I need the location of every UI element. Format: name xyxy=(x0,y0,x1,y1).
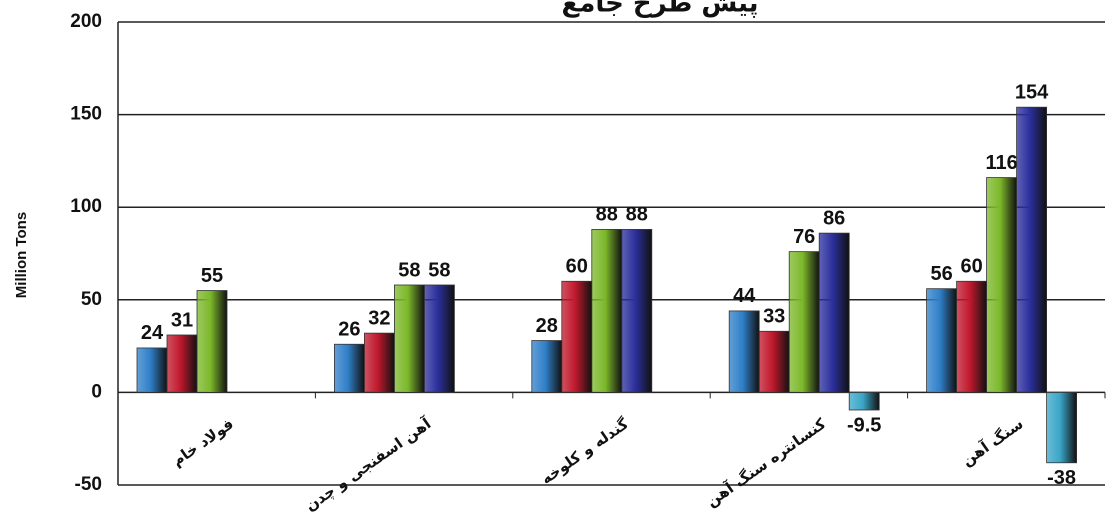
chart-title: پیش طرح جامع xyxy=(562,0,759,19)
data-label: 154 xyxy=(1015,81,1049,103)
bar xyxy=(393,284,425,393)
bar xyxy=(848,391,880,411)
bar xyxy=(788,251,820,393)
bar xyxy=(956,280,987,393)
data-label: 88 xyxy=(596,204,618,226)
bar xyxy=(531,340,563,393)
x-tick-label: گندله و کلوخه xyxy=(538,414,632,488)
data-label: 60 xyxy=(960,256,982,278)
bar xyxy=(728,310,760,393)
bar xyxy=(363,332,395,393)
bar xyxy=(1046,391,1077,464)
bar xyxy=(561,280,593,393)
data-label: 88 xyxy=(626,204,648,226)
bar xyxy=(136,347,168,393)
x-tick-label: آهن اسفنجی و چدن xyxy=(302,414,436,516)
bar xyxy=(926,288,957,393)
data-label: 28 xyxy=(536,315,558,337)
data-label: 58 xyxy=(428,259,450,281)
bar xyxy=(621,229,653,393)
y-axis-label: Million Tons xyxy=(13,212,30,298)
y-tick-label: 150 xyxy=(70,104,102,125)
x-tick-label: کنسانتره سنگ آهن xyxy=(703,414,829,510)
x-tick-label: فولاد خام xyxy=(169,415,237,470)
bar xyxy=(196,290,228,393)
bar xyxy=(166,334,198,393)
data-label: 86 xyxy=(823,207,845,229)
data-label: 60 xyxy=(566,256,588,278)
data-label: -38 xyxy=(1047,467,1076,489)
data-label: 58 xyxy=(398,259,420,281)
y-tick-label: 0 xyxy=(91,381,102,402)
bar xyxy=(591,229,623,393)
data-label: 76 xyxy=(793,226,815,248)
y-tick-label: -50 xyxy=(75,474,102,495)
data-label: 31 xyxy=(171,309,193,331)
y-tick-label: 50 xyxy=(81,289,102,310)
data-label: -9.5 xyxy=(847,414,881,436)
bar xyxy=(986,177,1017,393)
x-tick-label: سنگ آهن xyxy=(958,415,1026,470)
y-tick-label: 100 xyxy=(70,196,102,217)
bar xyxy=(423,284,455,393)
data-label: 55 xyxy=(201,265,223,287)
bar xyxy=(758,330,790,393)
data-label: 44 xyxy=(733,285,756,307)
bar xyxy=(333,343,365,393)
data-label: 56 xyxy=(930,263,952,285)
data-label: 24 xyxy=(141,322,164,344)
data-label: 33 xyxy=(763,306,785,328)
data-label: 32 xyxy=(368,307,390,329)
bar xyxy=(1016,106,1047,393)
data-label: 26 xyxy=(338,319,360,341)
data-label: 116 xyxy=(985,152,1017,174)
y-tick-label: 200 xyxy=(70,11,102,32)
bar xyxy=(818,232,850,393)
